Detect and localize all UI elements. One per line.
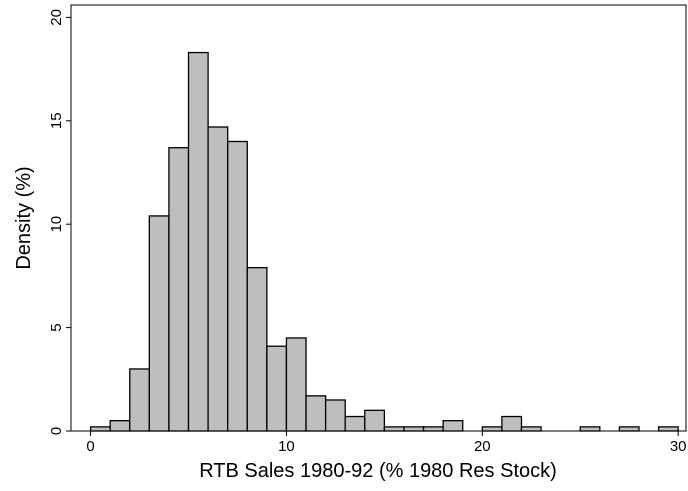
bar <box>520 426 542 432</box>
bar <box>266 345 288 432</box>
bar <box>383 426 405 432</box>
bar <box>618 426 640 432</box>
x-tick-label: 0 <box>86 438 94 455</box>
bar <box>227 140 248 432</box>
x-axis-title: RTB Sales 1980-92 (% 1980 Res Stock) <box>199 460 557 482</box>
bar <box>442 420 464 432</box>
bar <box>579 426 601 432</box>
bar <box>364 409 386 432</box>
bar <box>481 426 503 432</box>
bar <box>344 415 366 432</box>
bar <box>422 426 444 432</box>
bar <box>305 395 327 432</box>
bar <box>403 426 425 432</box>
x-tick-label: 30 <box>670 438 687 455</box>
bar <box>501 415 523 432</box>
bar <box>657 426 679 432</box>
y-tick-label: 15 <box>48 112 65 129</box>
bar <box>285 337 307 432</box>
y-tick-label: 5 <box>48 323 65 331</box>
bar <box>246 266 268 432</box>
bar <box>148 215 170 432</box>
x-tick-label: 20 <box>474 438 491 455</box>
bar <box>129 368 150 432</box>
x-tick-label: 10 <box>278 438 295 455</box>
y-tick-label: 0 <box>48 427 65 435</box>
y-tick-label: 20 <box>48 9 65 26</box>
bar <box>324 399 346 432</box>
bar <box>187 51 209 432</box>
bar <box>168 147 190 432</box>
bar <box>207 126 229 432</box>
y-axis-title: Density (%) <box>13 166 35 269</box>
y-tick-label: 10 <box>48 216 65 233</box>
bar <box>109 420 131 432</box>
bar <box>89 426 111 432</box>
